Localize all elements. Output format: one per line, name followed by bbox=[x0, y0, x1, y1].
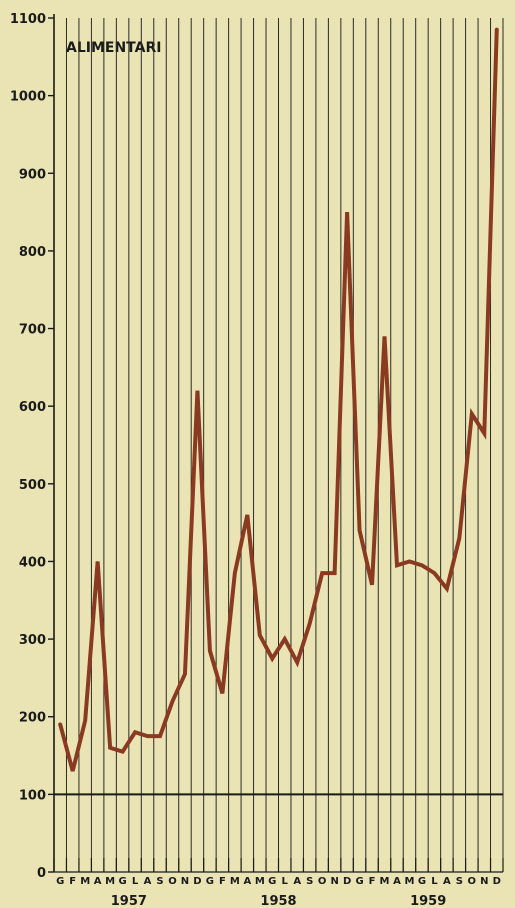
x-month-label: G bbox=[118, 876, 126, 887]
x-month-label: G bbox=[206, 876, 214, 887]
x-year-label: 1958 bbox=[260, 894, 296, 908]
x-month-label: D bbox=[343, 876, 351, 887]
y-tick-label: 0 bbox=[37, 866, 46, 881]
x-month-label: S bbox=[456, 876, 463, 887]
y-tick-label: 1100 bbox=[10, 12, 46, 27]
x-month-label: G bbox=[355, 876, 363, 887]
x-month-label: G bbox=[418, 876, 426, 887]
grid-layer bbox=[53, 18, 504, 872]
x-month-label: M bbox=[230, 876, 240, 887]
y-tick-label: 900 bbox=[19, 167, 46, 182]
x-month-label: D bbox=[193, 876, 201, 887]
x-month-label: M bbox=[380, 876, 390, 887]
x-month-label: A bbox=[443, 876, 451, 887]
y-tick-label: 400 bbox=[19, 555, 46, 570]
axis-layer bbox=[48, 14, 504, 873]
x-month-label: O bbox=[318, 876, 327, 887]
x-month-label: N bbox=[330, 876, 338, 887]
x-month-label: F bbox=[69, 876, 76, 887]
x-month-label: D bbox=[493, 876, 501, 887]
x-month-label: A bbox=[94, 876, 102, 887]
x-month-label: A bbox=[293, 876, 301, 887]
x-month-label: F bbox=[219, 876, 226, 887]
x-month-label: M bbox=[80, 876, 90, 887]
x-month-label: A bbox=[393, 876, 401, 887]
x-month-label: M bbox=[404, 876, 414, 887]
x-month-label: N bbox=[480, 876, 488, 887]
x-month-label: O bbox=[168, 876, 177, 887]
x-month-label: G bbox=[56, 876, 64, 887]
x-month-label: O bbox=[468, 876, 477, 887]
y-tick-label: 500 bbox=[19, 478, 46, 493]
x-month-label: L bbox=[132, 876, 139, 887]
x-month-label: F bbox=[369, 876, 376, 887]
y-tick-label: 300 bbox=[19, 633, 46, 648]
x-year-label: 1957 bbox=[111, 894, 147, 908]
x-month-label: M bbox=[255, 876, 265, 887]
chart-title: ALIMENTARI bbox=[66, 40, 161, 56]
x-month-label: A bbox=[243, 876, 251, 887]
x-month-label: S bbox=[156, 876, 163, 887]
y-tick-label: 200 bbox=[19, 711, 46, 726]
x-month-label: L bbox=[431, 876, 438, 887]
x-month-label: A bbox=[144, 876, 152, 887]
x-year-label: 1959 bbox=[410, 894, 446, 908]
y-tick-label: 800 bbox=[19, 245, 46, 260]
y-tick-label: 100 bbox=[19, 788, 46, 803]
x-month-label: N bbox=[181, 876, 189, 887]
y-tick-label: 600 bbox=[19, 400, 46, 415]
y-tick-label: 1000 bbox=[10, 90, 46, 105]
y-tick-label: 700 bbox=[19, 323, 46, 338]
series-line bbox=[58, 27, 499, 772]
x-month-label: G bbox=[268, 876, 276, 887]
x-month-label: L bbox=[282, 876, 289, 887]
x-month-label: S bbox=[306, 876, 313, 887]
x-month-label: M bbox=[105, 876, 115, 887]
series-layer bbox=[58, 27, 499, 772]
